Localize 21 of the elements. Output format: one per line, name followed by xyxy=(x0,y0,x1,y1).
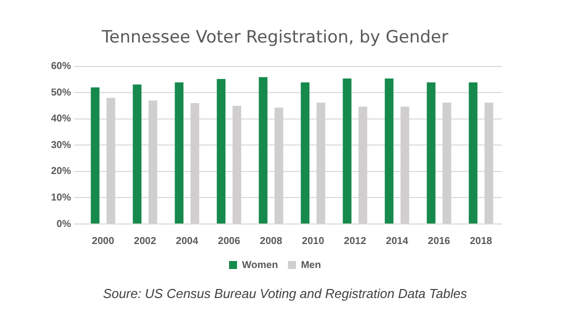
chart-title: Tennessee Voter Registration, by Gender xyxy=(100,28,448,48)
x-tick-label: 2012 xyxy=(344,236,367,247)
legend-label: Men xyxy=(300,260,321,271)
x-tick-label: 2006 xyxy=(218,236,241,247)
x-tick-label: 2014 xyxy=(386,236,409,247)
x-tick-label: 2018 xyxy=(470,236,493,247)
x-tick-label: 2008 xyxy=(260,236,283,247)
y-tick-label: 0% xyxy=(56,218,72,230)
y-tick-label: 30% xyxy=(51,140,72,151)
x-tick-label: 2016 xyxy=(428,236,451,247)
x-tick-label: 2010 xyxy=(302,236,325,247)
legend-label: Women xyxy=(242,260,278,271)
x-tick-label: 2002 xyxy=(134,236,157,247)
y-tick-label: 60% xyxy=(51,61,72,72)
y-tick-label: 20% xyxy=(51,166,72,178)
x-tick-label: 2000 xyxy=(92,236,115,247)
y-tick-label: 50% xyxy=(51,87,72,98)
y-tick-label: 40% xyxy=(51,114,72,125)
x-tick-label: 2004 xyxy=(176,236,199,247)
text: Soure: US Census Bureau Voting and Registration Data Tables xyxy=(102,286,468,301)
y-tick-label: 10% xyxy=(51,192,72,204)
